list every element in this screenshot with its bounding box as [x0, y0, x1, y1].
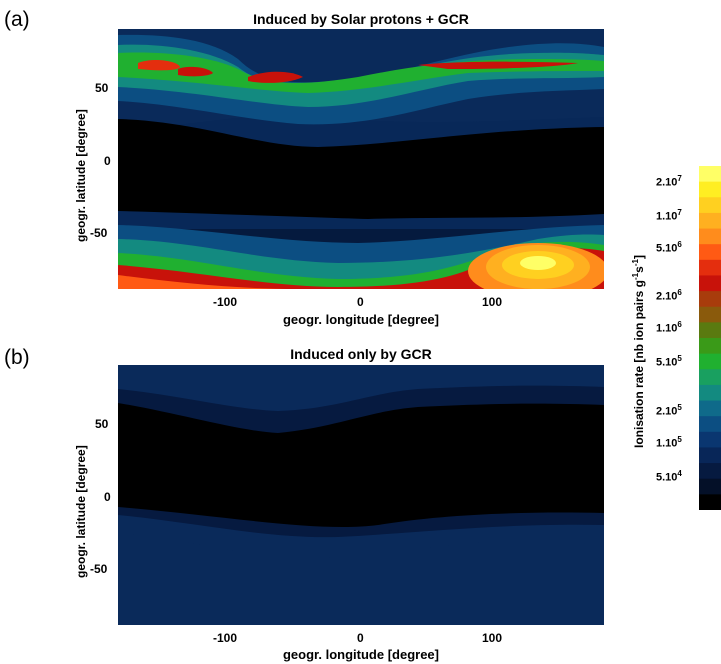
plot-a-black-core — [118, 119, 604, 219]
plot-a-north-aurora-red-2 — [178, 66, 213, 77]
colorbar-swatch — [699, 494, 721, 511]
colorbar-swatch — [699, 447, 721, 464]
colorbar-swatch — [699, 212, 721, 230]
plot-a-south-band-5 — [118, 275, 298, 289]
chart-a-ytick-2: 0 — [104, 154, 111, 168]
colorbar-swatch — [699, 338, 721, 355]
colorbar-tick-label: 1.105 — [656, 435, 682, 450]
chart-a-ylabel: geogr. latitude [degree] — [74, 109, 88, 242]
colorbar-tick-label: 2.105 — [656, 403, 682, 418]
chart-a-ytick-1: 50 — [95, 81, 109, 95]
colorbar-swatch — [699, 353, 721, 370]
panel-b-label: (b) — [4, 346, 30, 369]
colorbar-swatch — [699, 384, 721, 402]
chart-b-ytick-2: 0 — [104, 490, 111, 504]
colorbar-swatch — [699, 259, 721, 276]
colorbar-label: Ionisation rate [nb ion pairs g-1s-1] — [631, 255, 646, 448]
colorbar-swatch — [699, 244, 721, 261]
colorbar-label-end: ] — [632, 255, 646, 260]
colorbar-swatch — [699, 400, 721, 417]
chart-a-plot — [118, 29, 604, 289]
colorbar-swatch — [699, 306, 721, 323]
colorbar-label-mid: s — [632, 266, 646, 273]
chart-a-xtick-2: 0 — [357, 295, 364, 309]
colorbar-swatch — [699, 463, 721, 480]
chart-a-xlabel: geogr. longitude [degree] — [282, 312, 439, 327]
colorbar-swatch — [699, 291, 721, 308]
plot-b-south-blue — [118, 533, 604, 625]
chart-a-ytick-3: -50 — [90, 226, 108, 240]
colorbar-tick-label: 1.106 — [656, 320, 682, 335]
chart-b-xtick-2: 0 — [357, 631, 364, 645]
plot-a-north-aurora-red-4 — [418, 61, 578, 69]
chart-a-xtick-3: 100 — [482, 295, 503, 309]
colorbar-tick-label: 5.104 — [656, 469, 682, 484]
colorbar-swatch — [699, 431, 721, 448]
colorbar-tick-label: 2.107 — [656, 174, 682, 189]
colorbar-label-exp2: -1 — [631, 259, 640, 267]
colorbar-swatch — [699, 197, 721, 214]
chart-b-title: Induced only by GCR — [290, 346, 432, 362]
colorbar-swatch — [699, 166, 721, 183]
colorbar-swatch — [699, 322, 721, 339]
colorbar-swatch — [699, 228, 721, 245]
colorbar-tick-label: 5.105 — [656, 354, 682, 369]
chart-b-xtick-1: -100 — [213, 631, 238, 645]
colorbar-swatch — [699, 275, 721, 292]
plot-a-north-aurora-mid — [118, 44, 604, 107]
chart-b-xtick-3: 100 — [482, 631, 503, 645]
plot-a-south-hotspot-4 — [520, 256, 556, 270]
colorbar-swatch — [699, 416, 721, 433]
colorbar-label-main: Ionisation rate [nb ion pairs g — [632, 279, 646, 448]
chart-b-xlabel: geogr. longitude [degree] — [282, 647, 439, 662]
chart-b-ylabel: geogr. latitude [degree] — [74, 445, 88, 578]
colorbar — [699, 166, 721, 511]
colorbar-tick-label: 1.107 — [656, 208, 682, 223]
plot-b-black-core — [118, 403, 604, 528]
chart-a-xtick-1: -100 — [213, 295, 238, 309]
plot-a-north-aurora-red-3 — [248, 71, 303, 83]
colorbar-swatch — [699, 478, 721, 495]
colorbar-swatch — [699, 369, 721, 386]
panel-a-label: (a) — [4, 8, 30, 31]
colorbar-swatch — [699, 181, 721, 198]
colorbar-tick-label: 5.106 — [656, 240, 682, 255]
chart-b-ytick-3: -50 — [90, 562, 108, 576]
plot-a-north-aurora-red-1 — [138, 60, 180, 71]
chart-b-ytick-1: 50 — [95, 417, 109, 431]
colorbar-tick-label: 2.106 — [656, 288, 682, 303]
colorbar-label-exp1: -1 — [631, 272, 640, 280]
chart-a-title: Induced by Solar protons + GCR — [253, 11, 469, 27]
chart-b-plot — [118, 365, 604, 625]
